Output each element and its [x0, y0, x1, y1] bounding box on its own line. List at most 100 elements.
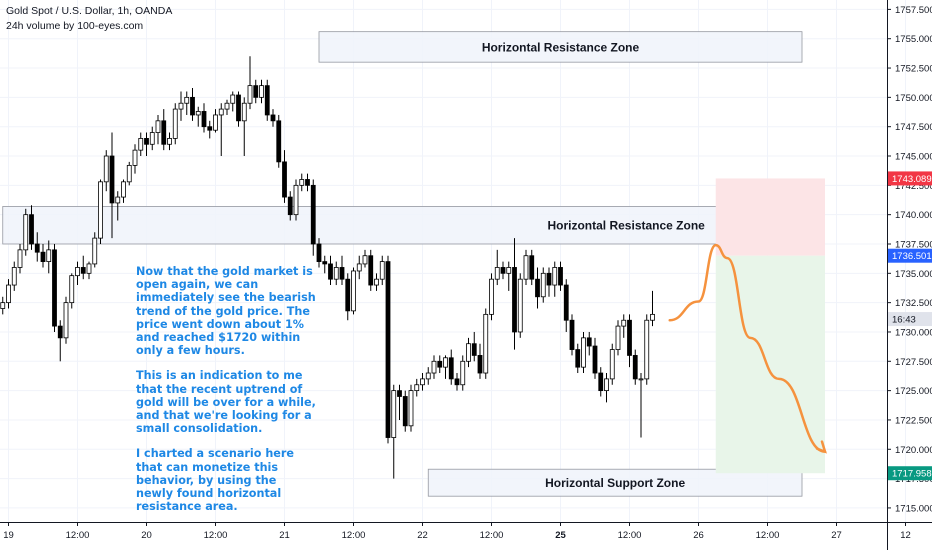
symbol-title: Gold Spot / U.S. Dollar, 1h, OANDA [6, 5, 173, 17]
candle-body [489, 278, 494, 315]
candle-body [172, 108, 178, 139]
y-tick-label: 1740.000 [895, 210, 932, 221]
candle-body [299, 179, 305, 186]
candle-body [86, 263, 92, 274]
candle-body [506, 267, 512, 274]
forecast-arrowhead [815, 440, 827, 454]
y-tick-label: 1727.500 [895, 357, 932, 368]
forecast-layer [668, 243, 827, 454]
candle-body [155, 120, 161, 133]
candle-body [644, 319, 650, 380]
candle-body [310, 184, 316, 245]
candle-body [241, 102, 247, 122]
candle-body [460, 360, 466, 386]
annotation-paragraph: I charted a scenario here that can monet… [136, 447, 294, 514]
candle-body [581, 337, 586, 368]
stop-loss-zone [715, 178, 825, 256]
candle-body [121, 181, 126, 198]
x-tick-label: 12:00 [342, 530, 366, 541]
candle-body [546, 272, 552, 286]
candle-body [420, 378, 425, 386]
x-tick-label: 21 [279, 530, 290, 541]
x-tick-label: 12:00 [66, 530, 90, 541]
candle-body [144, 138, 149, 145]
zone-rect [2, 206, 803, 245]
candle-body [586, 337, 592, 347]
y-tick-label: 1715.000 [895, 503, 932, 514]
zone-label: Horizontal Resistance Zone [482, 40, 640, 54]
price-tag-bg [888, 466, 932, 481]
x-tick-label: 25 [555, 530, 566, 541]
candle-body [40, 251, 46, 262]
candle-body [397, 390, 402, 397]
price-tag-label: 1717.958 [892, 469, 932, 480]
price-tag-label: 16:43 [892, 315, 916, 326]
candle-body [6, 284, 11, 304]
position-box[interactable] [715, 178, 825, 474]
candle-body [339, 267, 345, 280]
forecast-curve [668, 243, 827, 453]
candle-body [523, 255, 529, 280]
text-annotation[interactable]: Now that the gold market is open again, … [136, 265, 316, 525]
candle-body [512, 267, 517, 333]
zone-label: Horizontal Support Zone [545, 476, 685, 490]
candle-body [115, 196, 121, 204]
candle-body [236, 94, 241, 122]
chart-header: Gold Spot / U.S. Dollar, 1h, OANDA 24h v… [6, 4, 172, 34]
candle-body [109, 155, 115, 204]
annotation-paragraph: This is an indication to me that the rec… [136, 369, 316, 436]
x-tick-label: 12:00 [204, 530, 228, 541]
candle-body [190, 96, 195, 116]
candle-body [333, 267, 339, 280]
candle-body [356, 263, 362, 272]
candle-body [287, 196, 293, 216]
y-tick-label: 1737.500 [895, 239, 932, 250]
price-tag-bg [888, 248, 932, 263]
candle-body [132, 149, 138, 166]
candle-body [443, 357, 448, 368]
candle-body [638, 378, 644, 381]
candle-body [218, 108, 224, 116]
x-tick-label: 12:00 [756, 530, 780, 541]
candle-body [540, 272, 546, 298]
candle-body [598, 372, 604, 392]
annotation-paragraph: Now that the gold market is open again, … [136, 265, 316, 358]
y-tick-label: 1742.500 [895, 181, 932, 192]
y-tick-label: 1757.500 [895, 5, 932, 16]
candle-body [247, 85, 253, 104]
candle-body [615, 325, 621, 350]
y-tick-label: 1750.000 [895, 93, 932, 104]
y-tick-label: 1722.500 [895, 415, 932, 426]
candle-body [385, 261, 391, 438]
candle-body [362, 255, 368, 265]
candle-body [34, 243, 40, 253]
candle-body [328, 263, 333, 280]
candle-body [437, 360, 443, 368]
candle-body [414, 384, 420, 392]
y-tick-label: 1745.000 [895, 152, 932, 163]
candle-body [322, 261, 328, 265]
candle-body [454, 378, 460, 386]
candle-body [149, 132, 155, 145]
candle-body [569, 319, 575, 350]
candle-body [195, 111, 201, 116]
candle-body [178, 102, 184, 110]
candle-body [23, 214, 29, 251]
take-profit-zone [715, 255, 825, 474]
candle-body [80, 267, 86, 274]
candle-body [161, 120, 167, 145]
candle-body [448, 357, 454, 380]
candle-body [98, 181, 103, 239]
candle-body [276, 120, 282, 163]
candle-body [253, 85, 259, 98]
candles-layer [0, 56, 655, 479]
candle-body [264, 85, 270, 116]
candle-body [293, 184, 299, 216]
price-tag-label: 1736.501 [892, 251, 932, 262]
candle-body [126, 164, 132, 183]
x-tick-label: 26 [693, 530, 704, 541]
candle-body [575, 349, 581, 368]
volume-subtitle: 24h volume by 100-eyes.com [6, 20, 144, 32]
candle-body [184, 96, 190, 104]
